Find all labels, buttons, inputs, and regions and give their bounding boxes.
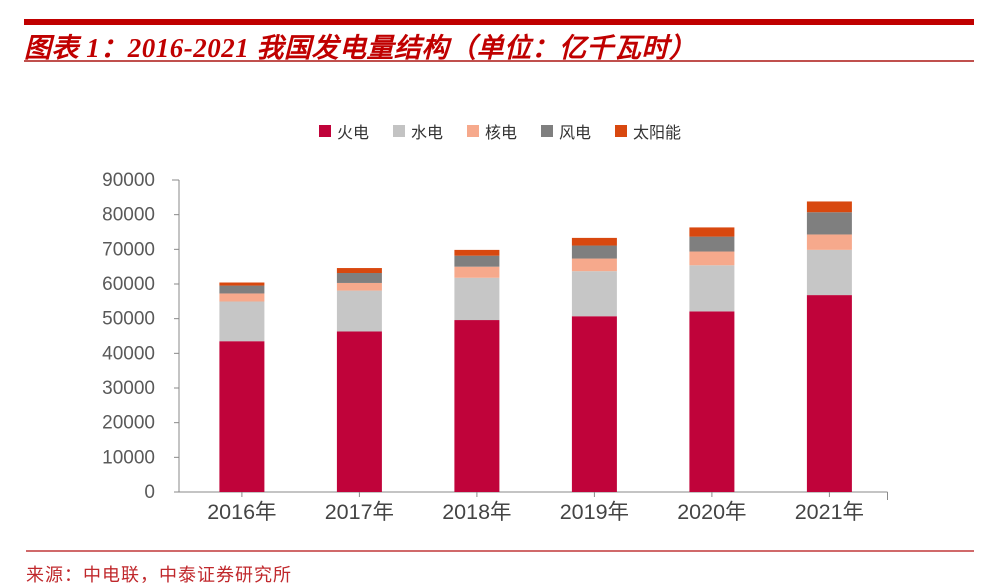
- svg-text:0: 0: [144, 482, 155, 503]
- svg-text:60000: 60000: [102, 274, 155, 295]
- svg-text:2021年: 2021年: [795, 500, 864, 524]
- svg-text:20000: 20000: [102, 413, 155, 434]
- svg-text:2017年: 2017年: [325, 500, 394, 524]
- svg-text:90000: 90000: [102, 170, 155, 191]
- svg-text:2020年: 2020年: [677, 500, 746, 524]
- svg-text:10000: 10000: [102, 447, 155, 468]
- svg-text:70000: 70000: [102, 239, 155, 260]
- svg-text:2018年: 2018年: [442, 500, 511, 524]
- svg-text:30000: 30000: [102, 378, 155, 399]
- svg-text:80000: 80000: [102, 205, 155, 226]
- svg-text:40000: 40000: [102, 343, 155, 364]
- svg-text:2019年: 2019年: [560, 500, 629, 524]
- svg-text:2016年: 2016年: [207, 500, 276, 524]
- svg-text:50000: 50000: [102, 309, 155, 330]
